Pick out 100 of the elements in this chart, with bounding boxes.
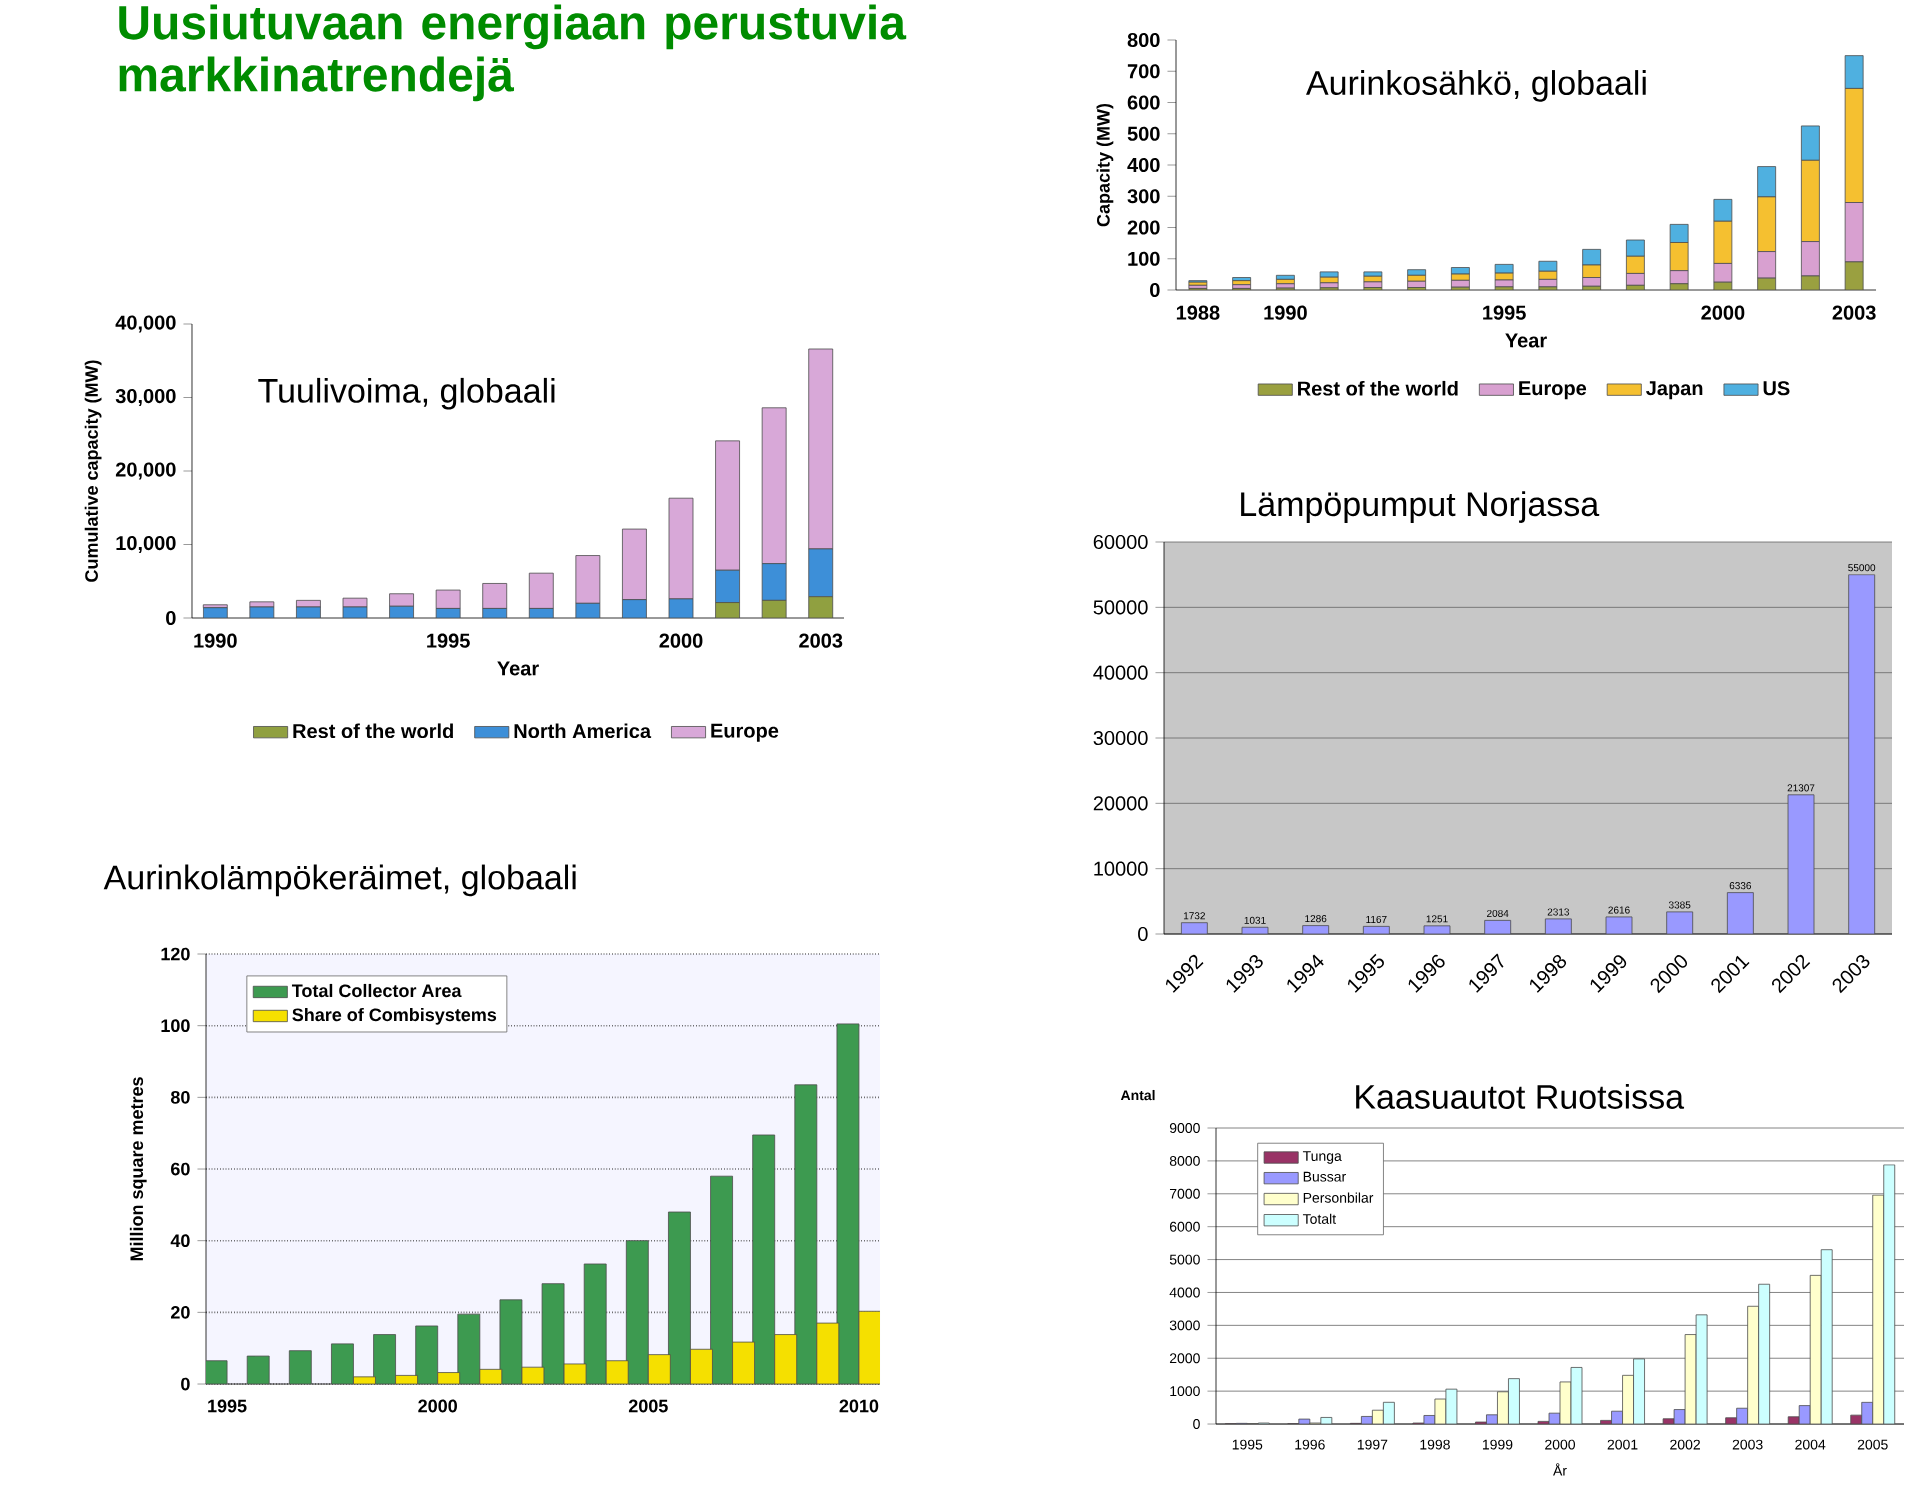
bar	[1538, 278, 1558, 288]
bar	[373, 1334, 396, 1385]
y-tick-label: 40000	[1093, 665, 1148, 680]
y-tick-label: 80	[170, 1090, 190, 1104]
bar	[482, 583, 508, 609]
bar	[583, 1263, 607, 1385]
x-tick-label: 2000	[1701, 305, 1745, 320]
bar	[808, 548, 834, 598]
y-tick-label: 200	[1127, 220, 1160, 235]
y-tick-label: 800	[1127, 32, 1160, 48]
y-tick-label: 100	[161, 1019, 190, 1033]
x-tick-label: 1995	[208, 1399, 247, 1413]
y-tick-label: 120	[161, 947, 190, 961]
y-tick-label: 500	[1127, 126, 1160, 141]
bar	[1538, 260, 1558, 272]
bar	[1787, 794, 1815, 935]
x-tick-label: 2003	[799, 633, 843, 648]
x-tick-label: 2000	[418, 1399, 457, 1413]
y-tick-label: 20	[171, 1305, 190, 1319]
y-axis-title: Cumulative capacity (MW)	[84, 360, 102, 582]
bar	[816, 1322, 840, 1385]
y-tick-label: 0	[166, 610, 176, 626]
bar	[331, 1343, 354, 1385]
bar	[710, 1175, 733, 1385]
bar	[1848, 574, 1876, 935]
bar	[761, 563, 787, 601]
bar	[1494, 279, 1514, 288]
y-tick-label: 10000	[1094, 861, 1148, 876]
bar	[528, 572, 554, 609]
bar	[858, 1310, 880, 1385]
x-tick-label: 2010	[839, 1399, 879, 1413]
y-tick-label: 100	[1128, 251, 1160, 266]
legend-label: Rest of the world	[293, 723, 453, 739]
bar	[1407, 269, 1427, 276]
bar	[690, 1348, 713, 1385]
bar	[1494, 272, 1514, 281]
x-tick-label: 2005	[628, 1399, 668, 1413]
bar	[1450, 279, 1470, 288]
legend-label: Rest of the world	[1298, 380, 1458, 396]
y-tick-label: 700	[1127, 64, 1160, 79]
bar	[1363, 271, 1383, 277]
y-tick-label: 30000	[1093, 730, 1148, 746]
y-tick-label: 30,000	[115, 388, 176, 407]
x-tick-label: 1988	[1176, 305, 1220, 320]
legend-label: Share of Combisystems	[292, 1007, 497, 1025]
bar	[625, 1240, 649, 1385]
bar	[1407, 274, 1427, 282]
bar	[1319, 271, 1339, 278]
bar	[1319, 282, 1339, 289]
y-tick-label: 0	[1138, 926, 1148, 942]
bar	[575, 555, 601, 604]
chart-title: Aurinkolämpökeräimet, globaali	[103, 864, 576, 897]
legend-label: Europe	[711, 723, 779, 742]
bar	[1883, 1164, 1896, 1425]
bar	[1758, 1283, 1771, 1425]
y-tick-label: 600	[1127, 95, 1160, 110]
bar	[288, 1350, 312, 1385]
legend-label: North America	[514, 723, 652, 739]
y-tick-label: 300	[1127, 189, 1160, 204]
y-tick-label: 50000	[1093, 600, 1148, 615]
x-tick-label: 2000	[659, 633, 703, 648]
x-tick-label: 1990	[1264, 305, 1307, 320]
x-tick-label: 1990	[194, 633, 237, 648]
x-tick-label: 2003	[1832, 305, 1876, 320]
bar	[457, 1313, 481, 1385]
y-tick-label: 10,000	[116, 535, 176, 554]
bar	[1363, 281, 1383, 288]
bar	[808, 596, 834, 619]
text: Aurinkosähkö, globaali	[1306, 70, 1646, 102]
bar	[668, 1211, 691, 1385]
bar	[1450, 273, 1470, 281]
y-tick-label: 60	[171, 1162, 190, 1176]
legend-label: Europe	[1519, 381, 1587, 400]
y-tick-label: 0	[1150, 282, 1160, 298]
chart-title: Kaasuautot Ruotsissa	[1356, 1084, 1685, 1109]
y-tick-label: 40	[170, 1234, 190, 1248]
bar	[836, 1023, 860, 1385]
bar	[389, 593, 414, 607]
bar	[732, 1341, 755, 1385]
y-tick-label: 0	[181, 1377, 190, 1391]
bar	[415, 1325, 439, 1385]
bar	[606, 1360, 629, 1385]
bar	[1820, 1249, 1833, 1425]
y-tick-label: 20,000	[115, 462, 176, 480]
bar	[1726, 892, 1754, 935]
text: Tuulivoima, globaali	[258, 377, 555, 410]
legend-label: Japan	[1646, 381, 1703, 400]
y-tick-label: 400	[1127, 157, 1160, 173]
bar	[794, 1084, 818, 1385]
chart-title: Lämpöpumput Norjassa	[1241, 491, 1600, 523]
x-axis-title: Year	[497, 661, 539, 676]
x-axis-title: Year	[1505, 333, 1547, 348]
text: Uusiutuvaan energiaan perustuvia markkinatrendejä	[119, 4, 907, 102]
y-tick-label: 20000	[1093, 796, 1148, 811]
legend-label: US	[1763, 381, 1790, 396]
y-axis-title: Million square metres	[129, 1077, 147, 1261]
bar	[715, 569, 740, 603]
bar	[774, 1334, 798, 1385]
x-tick-label: 1995	[1483, 305, 1526, 320]
bar	[647, 1354, 671, 1385]
